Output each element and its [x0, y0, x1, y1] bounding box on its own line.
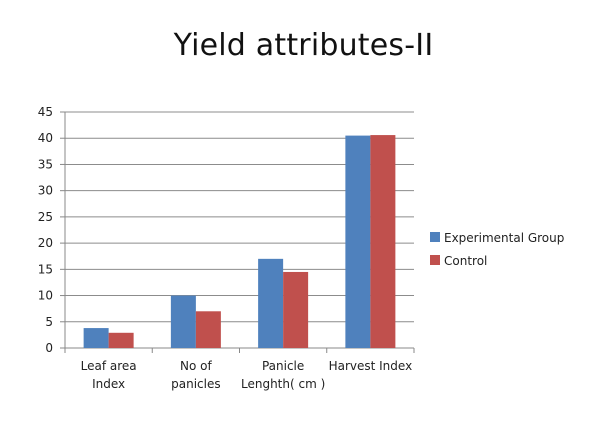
y-tick-label: 30 [38, 184, 53, 198]
bar-experimental [170, 295, 196, 348]
bar-control [108, 332, 134, 348]
legend-label: Experimental Group [444, 231, 564, 245]
bar-control [370, 135, 396, 348]
slide-title: Yield attributes-II [173, 28, 434, 63]
y-tick-label: 15 [38, 262, 53, 276]
legend-swatch-control [430, 255, 440, 265]
bar-experimental [345, 135, 371, 348]
bar-control [283, 271, 309, 348]
x-category-label: Panicle [262, 359, 304, 373]
x-category-label: Leaf area [81, 359, 137, 373]
x-category-label: Harvest Index [329, 359, 413, 373]
y-tick-label: 45 [38, 105, 53, 119]
x-category-label: panicles [171, 377, 220, 391]
y-tick-label: 35 [38, 157, 53, 171]
legend-label: Control [444, 254, 487, 268]
y-tick-label: 5 [45, 315, 53, 329]
y-tick-label: 40 [38, 131, 53, 145]
y-tick-label: 20 [38, 236, 53, 250]
y-tick-label: 25 [38, 210, 53, 224]
bar-control [195, 311, 221, 348]
x-category-label: Lenghth( cm ) [241, 377, 325, 391]
bar-experimental [83, 328, 109, 348]
y-tick-label: 10 [38, 289, 53, 303]
x-category-label: Index [92, 377, 125, 391]
y-tick-label: 0 [45, 341, 53, 355]
x-category-label: No of [180, 359, 212, 373]
bar-experimental [258, 258, 284, 348]
legend-swatch-experimental [430, 232, 440, 242]
